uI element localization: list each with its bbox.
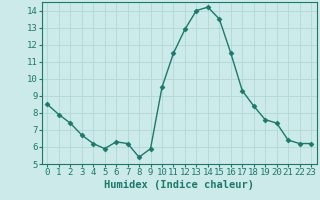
X-axis label: Humidex (Indice chaleur): Humidex (Indice chaleur) — [104, 180, 254, 190]
